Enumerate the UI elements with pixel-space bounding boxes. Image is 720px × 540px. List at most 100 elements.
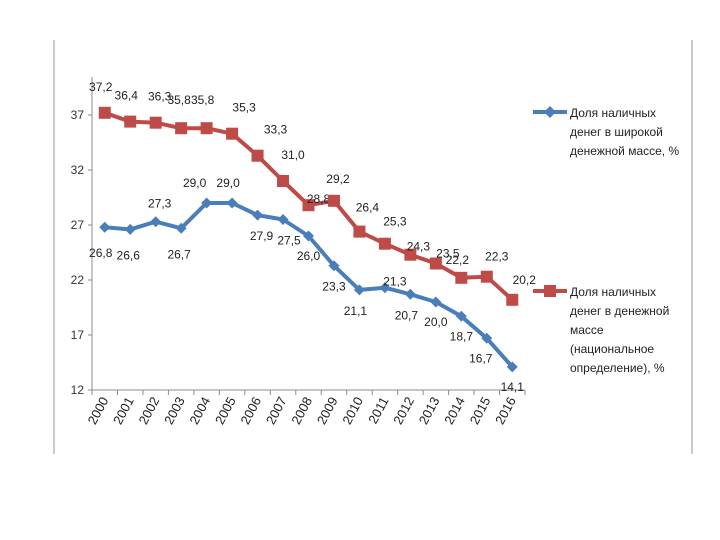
x-tick-label: 2005 (212, 394, 239, 427)
data-point (98, 106, 111, 119)
data-point (353, 284, 365, 296)
data-point (175, 122, 188, 135)
legend-line: Доля наличных (570, 285, 657, 299)
data-point (378, 237, 391, 250)
data-point (455, 310, 467, 322)
data-label: 25,3 (383, 215, 407, 229)
legend-item-broad-money: Доля наличных денег в широкой денежной м… (533, 104, 700, 161)
data-point (327, 194, 340, 207)
data-label: 20,2 (513, 273, 537, 287)
data-point (200, 122, 213, 135)
data-point (226, 127, 239, 140)
data-label: 18,7 (450, 329, 474, 343)
data-point (124, 115, 137, 128)
y-tick-label: 27 (71, 218, 85, 232)
data-point (303, 230, 314, 242)
data-point (150, 216, 162, 228)
x-tick-label: 2008 (288, 394, 315, 427)
x-tick-label: 2010 (339, 394, 366, 427)
data-point (277, 175, 290, 187)
data-point (277, 214, 289, 225)
legend-line: Доля наличных (570, 106, 657, 120)
data-point (252, 209, 264, 221)
legend-label: Доля наличных денег в широкой денежной м… (570, 104, 700, 161)
legend-line: денежной массе, % (570, 144, 680, 158)
data-label: 27,3 (148, 197, 172, 211)
data-label: 24,3 (407, 240, 431, 254)
data-label: 35,8 (167, 93, 191, 107)
x-tick-label: 2012 (390, 394, 417, 427)
x-tick-label: 2015 (467, 394, 494, 427)
data-label: 29,0 (216, 176, 240, 190)
x-tick-label: 2011 (365, 394, 391, 426)
legend-label: Доля наличных денег в денежной массе (на… (570, 283, 700, 378)
legend-swatch-blue (533, 105, 567, 119)
data-label: 22,3 (485, 250, 509, 264)
data-point (302, 199, 315, 212)
x-tick-label: 2002 (136, 394, 163, 427)
data-point (149, 116, 162, 129)
x-tick-label: 2007 (263, 394, 290, 427)
data-point (429, 257, 442, 270)
data-label: 26,4 (356, 201, 380, 215)
data-label: 21,1 (344, 304, 368, 318)
data-point (251, 149, 264, 162)
x-tick-label: 2009 (314, 394, 341, 427)
legend-line: денег в денежной (570, 304, 670, 318)
data-label: 26,6 (117, 248, 141, 262)
data-label: 28,8 (307, 192, 331, 206)
data-label: 26,8 (89, 246, 113, 260)
data-label: 22,2 (446, 253, 470, 267)
x-tick-label: 2003 (161, 394, 188, 427)
data-point (175, 222, 187, 234)
data-label: 35,3 (232, 101, 256, 115)
data-point (480, 270, 493, 283)
line-chart: 12 17 22 27 32 37 2000200120022003200420052006… (71, 77, 537, 427)
legend-line: определение), % (570, 361, 665, 375)
data-label: 37,2 (89, 80, 113, 94)
legend-item-national-money: Доля наличных денег в денежной массе (на… (533, 283, 700, 378)
data-label: 23,5 (436, 247, 460, 261)
y-tick-label: 22 (71, 273, 85, 287)
x-tick-label: 2000 (85, 394, 112, 427)
data-label: 35,8 (191, 93, 215, 107)
data-point (226, 197, 238, 209)
data-point (481, 332, 493, 344)
y-tick-label: 37 (71, 108, 85, 122)
data-point (506, 361, 518, 373)
x-tick-label: 2016 (492, 394, 519, 427)
data-label: 16,7 (469, 351, 493, 365)
data-point (430, 296, 442, 308)
chart-frame: 12 17 22 27 32 37 2000 2001 2002 2003 2004 2005 2006… (53, 40, 693, 454)
legend-swatch-red (533, 284, 567, 298)
data-label: 29,0 (183, 176, 207, 190)
data-label: 36,4 (115, 89, 139, 103)
data-point (99, 221, 111, 233)
legend-marker (533, 285, 567, 297)
x-tick-label: 2014 (441, 394, 468, 427)
data-label: 26,7 (167, 247, 191, 261)
x-tick-label: 2004 (186, 394, 213, 427)
data-label: 14,1 (501, 380, 525, 394)
legend-line: массе (570, 323, 604, 337)
data-point (506, 293, 519, 306)
data-label: 29,2 (326, 172, 350, 186)
data-point (404, 248, 417, 261)
legend-line: денег в широкой (570, 125, 663, 139)
data-point (379, 282, 391, 294)
y-tick-label: 32 (71, 163, 85, 177)
data-label: 21,3 (383, 275, 407, 289)
x-tick-label: 2001 (110, 394, 137, 427)
data-point (124, 223, 136, 235)
data-label: 33,3 (264, 123, 288, 137)
x-tick-label: 2006 (237, 394, 264, 427)
data-label: 36,3 (148, 90, 172, 104)
y-tick-label: 17 (71, 328, 85, 342)
data-label: 23,3 (322, 280, 346, 294)
y-tick-label: 12 (71, 383, 85, 397)
data-label: 27,9 (250, 229, 274, 243)
data-point (328, 260, 340, 272)
data-point (404, 288, 416, 300)
x-tick-label: 2013 (416, 394, 443, 427)
legend-marker (533, 106, 567, 118)
